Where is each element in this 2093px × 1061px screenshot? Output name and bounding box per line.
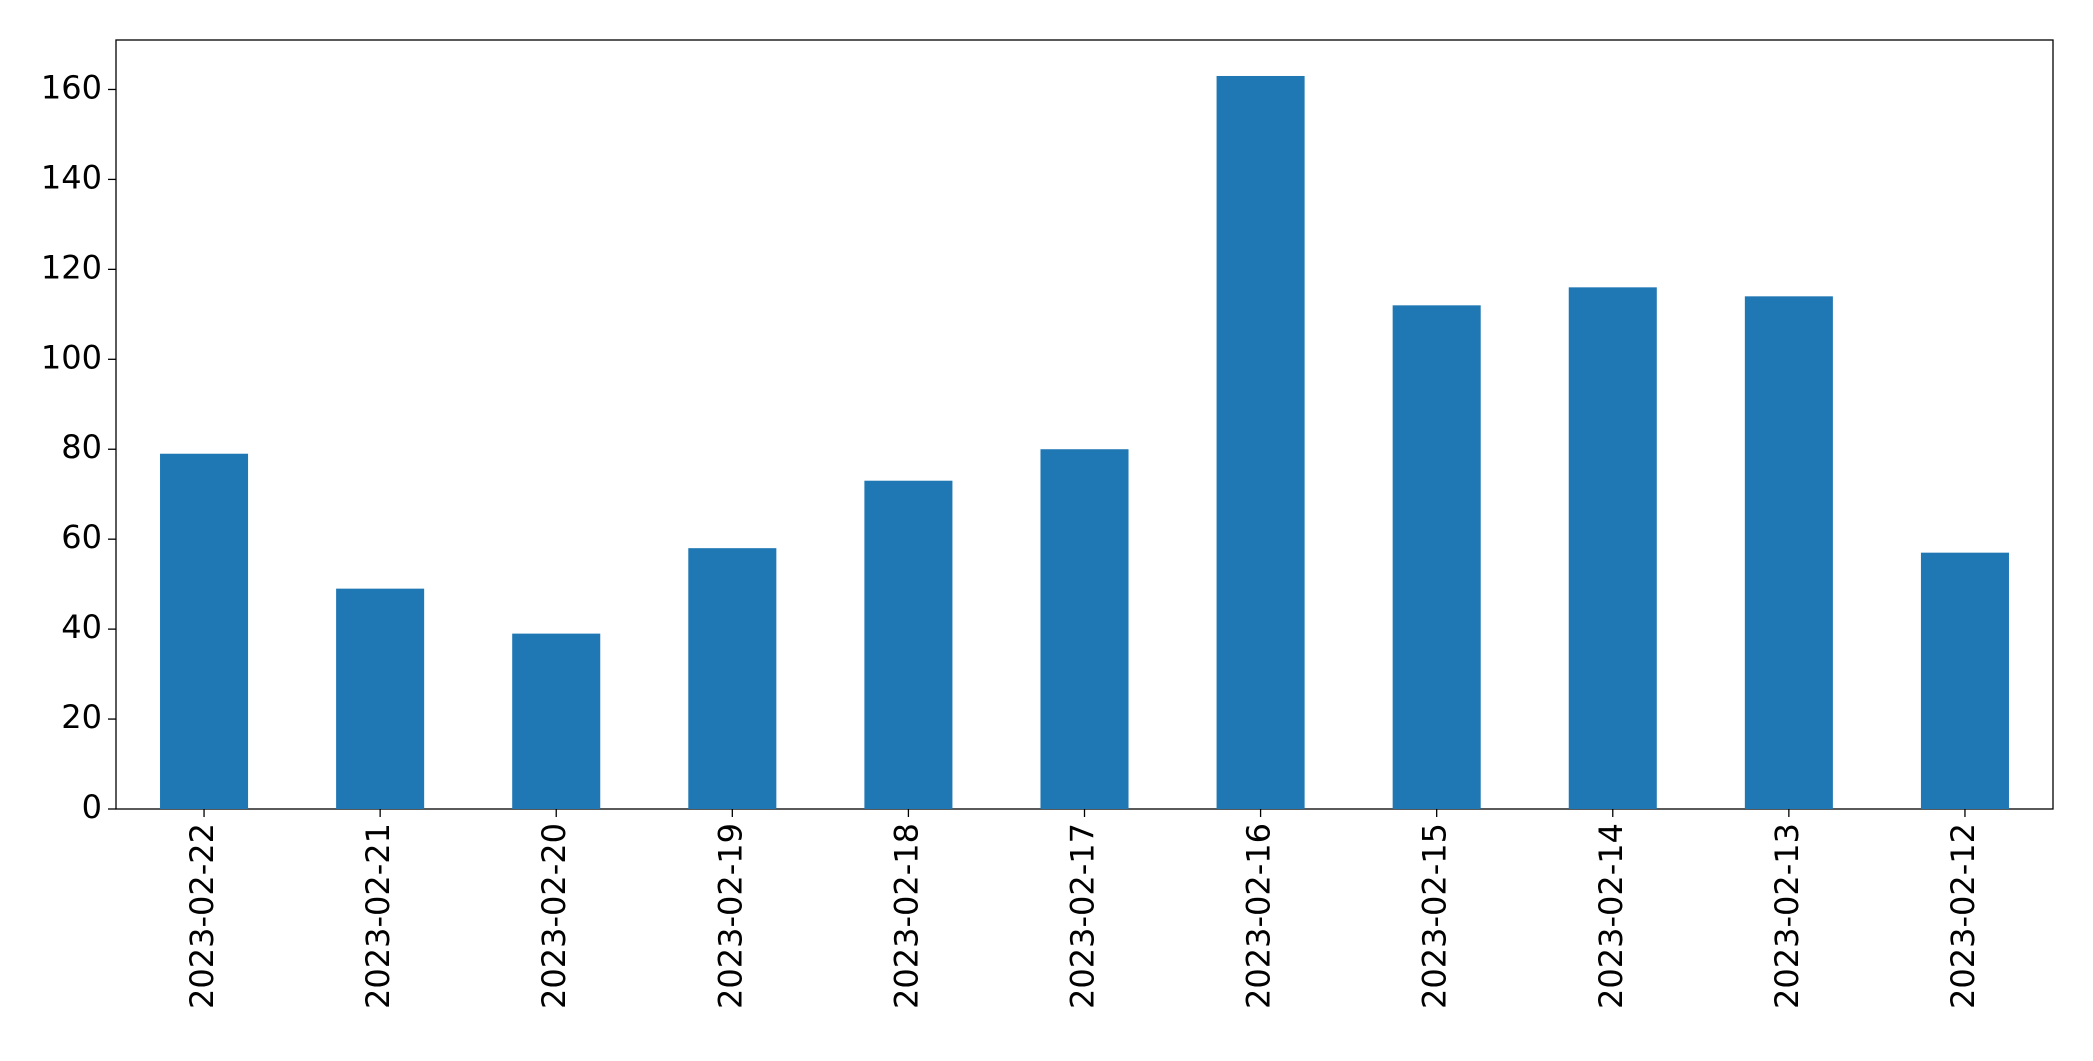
x-tick-label: 2023-02-16 bbox=[1240, 823, 1278, 1009]
x-tick-label: 2023-02-21 bbox=[359, 823, 397, 1009]
y-tick-label: 140 bbox=[41, 158, 102, 196]
x-tick-label: 2023-02-17 bbox=[1064, 823, 1102, 1009]
bar bbox=[1040, 449, 1129, 809]
x-tick-label: 2023-02-15 bbox=[1416, 823, 1454, 1009]
bar bbox=[336, 588, 425, 809]
x-tick-label: 2023-02-18 bbox=[887, 823, 925, 1009]
y-tick-label: 160 bbox=[41, 68, 102, 106]
x-tick-label: 2023-02-13 bbox=[1768, 823, 1806, 1009]
bar bbox=[1744, 296, 1833, 809]
x-tick-label: 2023-02-19 bbox=[711, 823, 749, 1009]
bar bbox=[160, 453, 249, 809]
bar bbox=[1216, 75, 1305, 809]
x-tick-label: 2023-02-12 bbox=[1944, 823, 1982, 1009]
bar bbox=[864, 480, 953, 809]
y-tick-label: 20 bbox=[61, 698, 102, 736]
y-tick-label: 0 bbox=[82, 788, 102, 826]
x-tick-label: 2023-02-20 bbox=[535, 823, 573, 1009]
bar bbox=[1392, 305, 1481, 809]
y-tick-label: 60 bbox=[61, 518, 102, 556]
x-tick-label: 2023-02-14 bbox=[1592, 823, 1630, 1009]
y-tick-label: 40 bbox=[61, 608, 102, 646]
y-tick-label: 120 bbox=[41, 248, 102, 286]
bar bbox=[688, 548, 777, 809]
bar bbox=[1920, 552, 2009, 809]
bar bbox=[1568, 287, 1657, 809]
bar bbox=[512, 633, 601, 809]
y-tick-label: 100 bbox=[41, 338, 102, 376]
y-tick-label: 80 bbox=[61, 428, 102, 466]
x-tick-label: 2023-02-22 bbox=[183, 823, 221, 1009]
